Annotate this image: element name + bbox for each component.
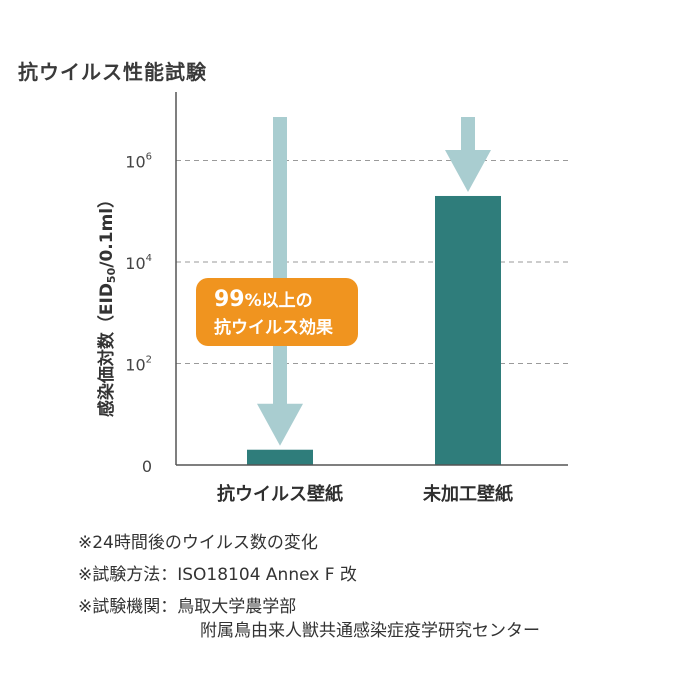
bar-0	[247, 449, 313, 465]
chart-title: 抗ウイルス性能試験	[18, 60, 207, 84]
category-label: 抗ウイルス壁紙	[217, 483, 343, 505]
y-tick-label: 106	[125, 152, 152, 172]
down-arrow	[445, 117, 491, 192]
callout-line-1: 99%以上の	[214, 287, 313, 312]
footnote-time: ※24時間後のウイルス数の変化	[78, 533, 318, 553]
callout-box	[196, 278, 358, 346]
callout-line-2: 抗ウイルス効果	[214, 317, 333, 338]
footnote-institution-detail: 附属鳥由来人獣共通感染症疫学研究センター	[200, 621, 540, 641]
y-tick-label: 102	[125, 355, 152, 375]
y-tick-label: 104	[125, 253, 152, 273]
y-tick-label: 0	[142, 457, 152, 476]
y-axis-label: 感染価対数（EID50/0.1ml）	[96, 191, 118, 417]
footnote-institution: ※試験機関：鳥取大学農学部	[78, 597, 297, 617]
footnote-method: ※試験方法：ISO18104 Annex F 改	[78, 565, 357, 585]
category-label: 未加工壁紙	[423, 483, 513, 505]
bar-1	[435, 195, 501, 466]
